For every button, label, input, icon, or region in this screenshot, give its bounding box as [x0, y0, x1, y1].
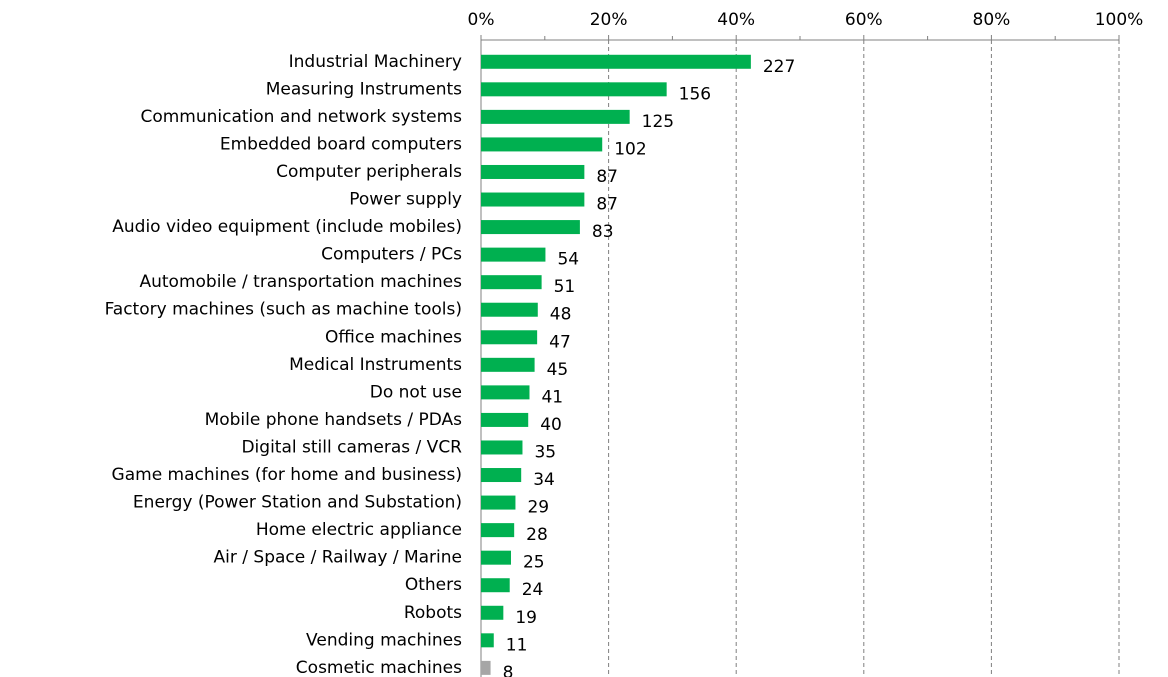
y-tick-label: Office machines — [325, 327, 462, 347]
data-label: 45 — [547, 360, 569, 380]
data-label: 41 — [541, 387, 563, 407]
data-label: 34 — [533, 470, 555, 490]
x-tick-label: 20% — [590, 10, 628, 30]
y-tick-label: Factory machines (such as machine tools) — [105, 300, 462, 320]
data-label: 19 — [515, 608, 537, 628]
bar — [481, 54, 751, 69]
data-label: 87 — [596, 167, 618, 187]
y-tick-label: Computer peripherals — [276, 162, 462, 182]
y-tick-label: Communication and network systems — [140, 107, 462, 127]
y-tick-label: Cosmetic machines — [296, 658, 462, 677]
y-tick-label: Industrial Machinery — [289, 52, 462, 72]
y-tick-label: Measuring Instruments — [266, 79, 462, 99]
x-tick-label: 60% — [845, 10, 883, 30]
bar — [481, 660, 491, 675]
bar — [481, 523, 515, 538]
y-tick-label: Computers / PCs — [321, 245, 462, 265]
y-tick-label: Audio video equipment (include mobiles) — [112, 217, 462, 237]
bar — [481, 633, 494, 648]
bar — [481, 164, 585, 179]
x-tick-label: 40% — [717, 10, 755, 30]
x-tick-label: 80% — [973, 10, 1011, 30]
bar — [481, 137, 603, 152]
bar — [481, 578, 510, 593]
y-tick-label: Automobile / transportation machines — [139, 272, 462, 292]
data-label: 51 — [554, 277, 576, 297]
data-label: 54 — [557, 250, 579, 270]
data-label: 227 — [763, 57, 795, 77]
bar — [481, 550, 511, 565]
bar — [481, 605, 504, 620]
bar — [481, 440, 523, 455]
y-tick-label: Embedded board computers — [220, 134, 462, 154]
data-label: 25 — [523, 553, 545, 573]
data-label: 48 — [550, 305, 572, 325]
y-tick-label: Mobile phone handsets / PDAs — [205, 410, 463, 430]
bar — [481, 357, 535, 372]
data-label: 87 — [596, 195, 618, 215]
y-tick-label: Medical Instruments — [289, 355, 462, 375]
y-tick-label: Power supply — [349, 190, 462, 210]
bar — [481, 385, 530, 400]
data-label: 24 — [522, 580, 544, 600]
bar — [481, 468, 522, 483]
y-tick-label: Others — [405, 575, 462, 595]
data-label: 8 — [503, 663, 514, 677]
data-label: 125 — [642, 112, 674, 132]
x-tick-label: 100% — [1095, 10, 1144, 30]
data-label: 83 — [592, 222, 614, 242]
bar — [481, 192, 585, 207]
x-tick-label: 0% — [468, 10, 495, 30]
data-label: 29 — [527, 498, 549, 518]
y-tick-label: Vending machines — [306, 630, 462, 650]
y-tick-label: Game machines (for home and business) — [112, 465, 462, 485]
data-label: 156 — [679, 84, 711, 104]
bar — [481, 220, 580, 235]
y-tick-label: Air / Space / Railway / Marine — [214, 548, 462, 568]
y-tick-label: Robots — [404, 603, 462, 623]
bar — [481, 82, 667, 97]
y-tick-label: Do not use — [370, 382, 462, 402]
bar — [481, 412, 529, 427]
data-label: 35 — [534, 442, 556, 462]
data-label: 28 — [526, 525, 548, 545]
bar — [481, 302, 538, 317]
y-tick-label: Home electric appliance — [256, 520, 462, 540]
bar — [481, 247, 546, 262]
data-label: 40 — [540, 415, 562, 435]
data-label: 11 — [506, 635, 528, 655]
y-tick-label: Energy (Power Station and Substation) — [133, 493, 462, 513]
data-label: 47 — [549, 332, 571, 352]
y-tick-label: Digital still cameras / VCR — [241, 437, 462, 457]
bar — [481, 275, 542, 290]
data-label: 102 — [614, 139, 646, 159]
bar — [481, 495, 516, 510]
bar — [481, 109, 630, 124]
bar — [481, 330, 538, 345]
